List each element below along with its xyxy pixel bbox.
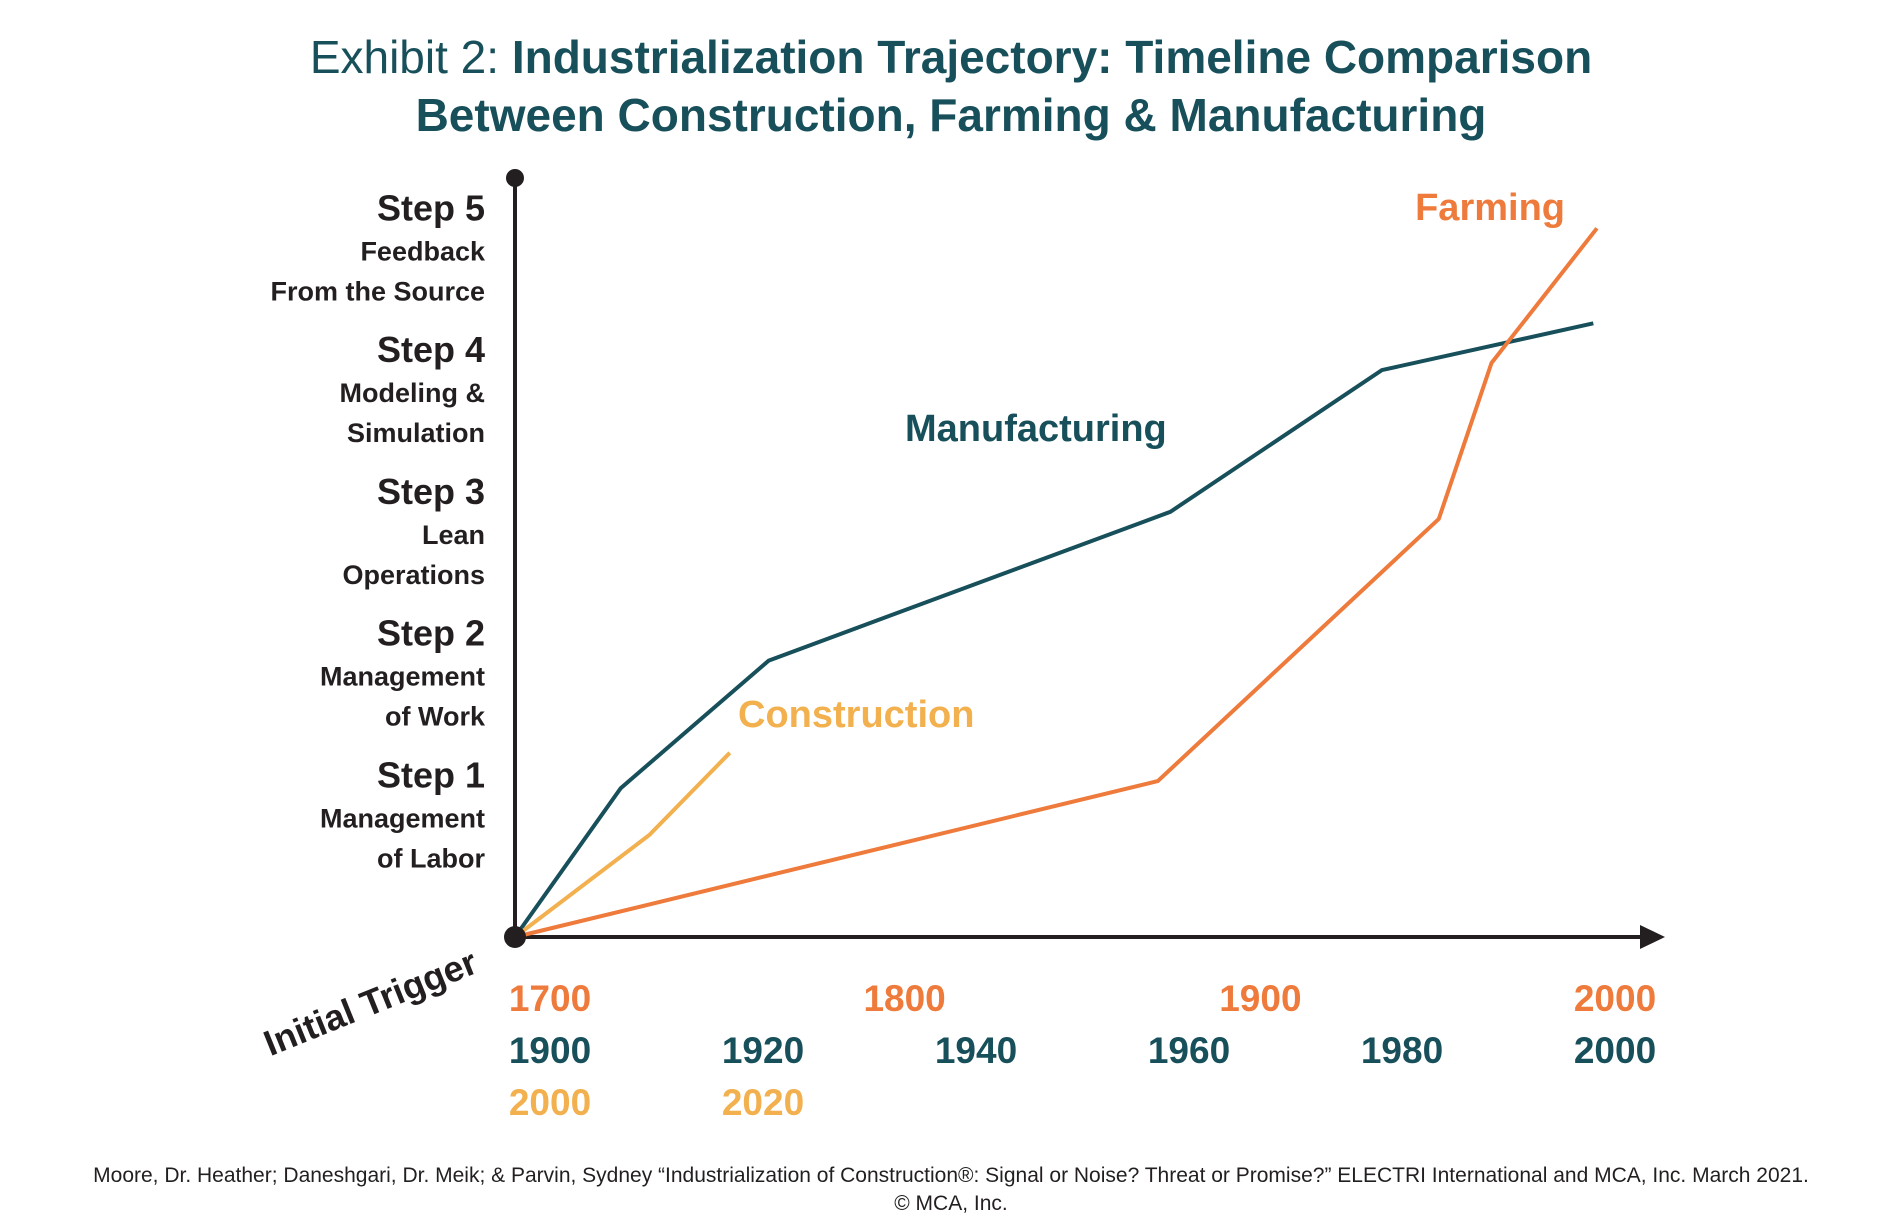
y-step-desc-4-1: Modeling & <box>340 378 485 408</box>
y-step-desc-3-2: Operations <box>342 560 485 590</box>
y-step-title-1: Step 1 <box>377 754 485 795</box>
y-step-title-5: Step 5 <box>377 187 485 228</box>
title-line-1: Exhibit 2: Industrialization Trajectory:… <box>0 28 1902 86</box>
y-step-desc-5-1: Feedback <box>360 236 486 266</box>
title-lead: Exhibit 2: <box>309 31 500 83</box>
x-tick-manufacturing-1920: 1920 <box>722 1030 804 1071</box>
y-step-desc-2-2: of Work <box>385 702 486 732</box>
y-step-desc-5-2: From the Source <box>270 276 485 306</box>
x-tick-manufacturing-1940: 1940 <box>935 1030 1017 1071</box>
y-step-title-3: Step 3 <box>377 471 485 512</box>
y-axis-end-dot <box>506 169 524 187</box>
x-tick-manufacturing-2000: 2000 <box>1574 1030 1656 1071</box>
series-label-construction: Construction <box>738 694 974 736</box>
origin-dot <box>504 926 526 948</box>
x-tick-farming-1700: 1700 <box>509 978 591 1019</box>
x-tick-farming-2000: 2000 <box>1574 978 1656 1019</box>
y-step-desc-1-1: Management <box>320 803 485 833</box>
citation-line-1: Moore, Dr. Heather; Daneshgari, Dr. Meik… <box>93 1164 1809 1187</box>
y-step-desc-4-2: Simulation <box>347 418 485 448</box>
x-tick-construction-2000: 2000 <box>509 1082 591 1123</box>
chart-title: Exhibit 2: Industrialization Trajectory:… <box>0 28 1902 144</box>
series-label-manufacturing: Manufacturing <box>905 408 1167 450</box>
y-step-title-4: Step 4 <box>377 329 485 370</box>
series-label-farming: Farming <box>1415 187 1565 229</box>
origin-label: Initial Trigger <box>258 941 483 1064</box>
title-main-1: Industrialization Trajectory: Timeline C… <box>511 31 1593 83</box>
x-tick-manufacturing-1900: 1900 <box>509 1030 591 1071</box>
y-step-desc-3-1: Lean <box>422 520 485 550</box>
citation-line-2: © MCA, Inc. <box>894 1192 1008 1215</box>
x-axis-arrowhead <box>1640 925 1665 949</box>
x-tick-construction-2020: 2020 <box>722 1082 804 1123</box>
trajectory-chart: Manufacturing Farming Construction Step 1 Ma… <box>258 169 1665 1123</box>
series-line-manufacturing <box>513 321 1594 939</box>
series-line-construction <box>513 751 732 939</box>
x-tick-manufacturing-1960: 1960 <box>1148 1030 1230 1071</box>
x-tick-manufacturing-1980: 1980 <box>1361 1030 1443 1071</box>
x-tick-farming-1900: 1900 <box>1219 978 1301 1019</box>
series-line-farming <box>514 227 1599 939</box>
citation: Moore, Dr. Heather; Daneshgari, Dr. Meik… <box>0 1162 1902 1218</box>
y-step-desc-1-2: of Labor <box>377 843 485 873</box>
title-line-2: Between Construction, Farming & Manufact… <box>415 89 1487 141</box>
y-step-desc-2-1: Management <box>320 662 485 692</box>
y-step-title-2: Step 2 <box>377 613 485 654</box>
x-tick-farming-1800: 1800 <box>863 978 945 1019</box>
